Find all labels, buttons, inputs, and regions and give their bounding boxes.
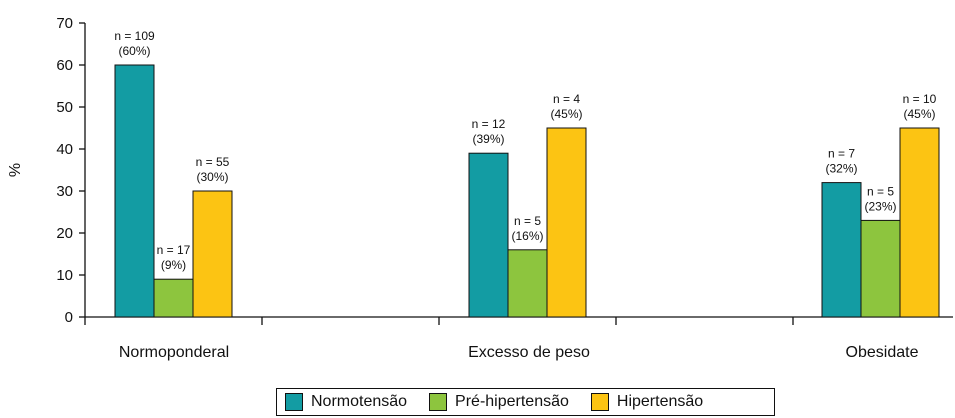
y-tick-label: 0 bbox=[65, 309, 73, 326]
data-label: (32%) bbox=[825, 162, 857, 176]
bar bbox=[861, 220, 900, 317]
data-label: (39%) bbox=[472, 132, 504, 146]
x-category-label: Normoponderal bbox=[119, 344, 229, 361]
y-tick-label: 70 bbox=[56, 15, 73, 32]
data-labels: n = 109(60%)n = 12(39%)n = 7(32%)n = 17(… bbox=[114, 29, 936, 272]
bar bbox=[469, 153, 508, 317]
data-label: n = 5 bbox=[867, 184, 894, 198]
legend-item-pre-hipertensao: Pré-hipertensão bbox=[429, 393, 569, 411]
data-label: n = 55 bbox=[196, 155, 230, 169]
data-label: n = 5 bbox=[514, 214, 541, 228]
legend-swatch-pre-hipertensao bbox=[429, 393, 447, 411]
y-tick-label: 30 bbox=[56, 183, 73, 200]
data-label: (45%) bbox=[550, 107, 582, 121]
bar bbox=[900, 128, 939, 317]
data-label: (60%) bbox=[118, 44, 150, 58]
legend: Normotensão Pré-hipertensão Hipertensão bbox=[276, 388, 775, 416]
y-tick-label: 50 bbox=[56, 99, 73, 116]
y-tick-label: 10 bbox=[56, 267, 73, 284]
bar bbox=[115, 65, 154, 317]
data-label: (45%) bbox=[903, 107, 935, 121]
y-tick-label: 40 bbox=[56, 141, 73, 158]
y-tick-label: 20 bbox=[56, 225, 73, 242]
data-label: (23%) bbox=[864, 199, 896, 213]
legend-item-normotensao: Normotensão bbox=[285, 393, 407, 411]
x-category-label: Excesso de peso bbox=[468, 344, 590, 361]
legend-item-hipertensao: Hipertensão bbox=[591, 393, 703, 411]
bar bbox=[193, 191, 232, 317]
legend-label-hipertensao: Hipertensão bbox=[617, 393, 703, 411]
bar bbox=[154, 279, 193, 317]
data-label: n = 7 bbox=[828, 147, 855, 161]
x-category-label: Obesidate bbox=[846, 344, 919, 361]
data-label: n = 17 bbox=[157, 243, 191, 257]
legend-swatch-normotensao bbox=[285, 393, 303, 411]
legend-label-normotensao: Normotensão bbox=[311, 393, 407, 411]
bar bbox=[508, 250, 547, 317]
legend-swatch-hipertensao bbox=[591, 393, 609, 411]
legend-label-pre-hipertensao: Pré-hipertensão bbox=[455, 393, 569, 411]
data-label: n = 12 bbox=[472, 117, 506, 131]
data-label: (16%) bbox=[511, 229, 543, 243]
bars bbox=[115, 65, 939, 317]
data-label: (9%) bbox=[161, 258, 186, 272]
bar bbox=[547, 128, 586, 317]
bar bbox=[822, 183, 861, 317]
data-label: (30%) bbox=[196, 170, 228, 184]
data-label: n = 109 bbox=[114, 29, 155, 43]
data-label: n = 4 bbox=[553, 92, 580, 106]
y-tick-label: 60 bbox=[56, 57, 73, 74]
data-label: n = 10 bbox=[903, 92, 937, 106]
y-axis-title: % bbox=[7, 163, 24, 177]
